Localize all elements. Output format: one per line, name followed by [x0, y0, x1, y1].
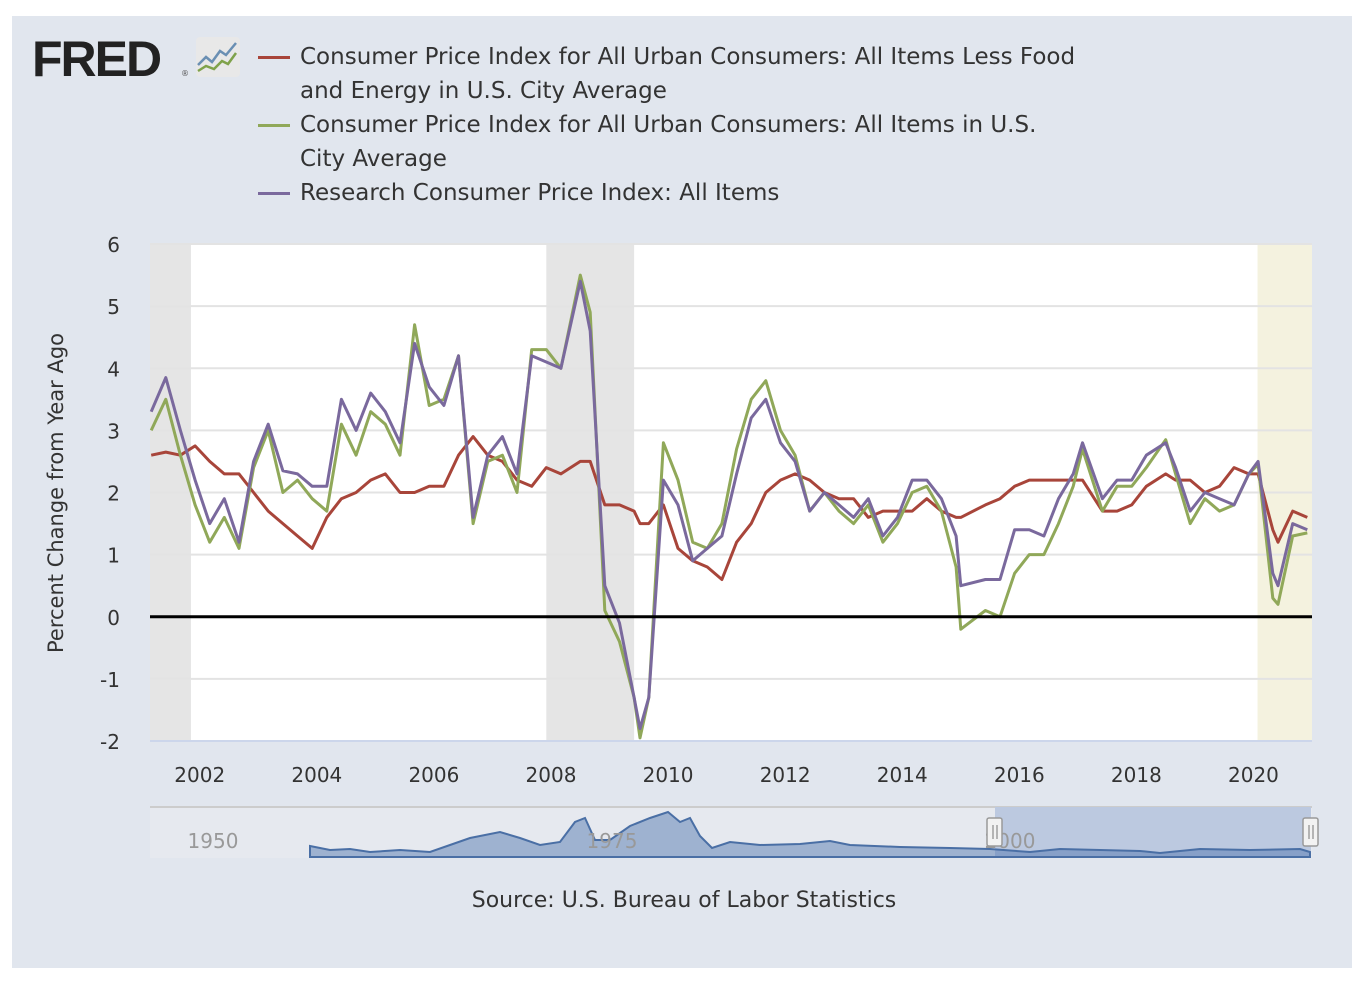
legend-label: Consumer Price Index for All Urban Consu…	[300, 112, 1037, 172]
legend-swatch	[258, 124, 290, 127]
legend-label: Consumer Price Index for All Urban Consu…	[300, 44, 1076, 104]
y-tick-label: 2	[107, 482, 120, 506]
y-tick-label: 5	[107, 295, 120, 319]
navigator-year-label: 1975	[587, 829, 638, 853]
source-note: Source: U.S. Bureau of Labor Statistics	[471, 888, 897, 913]
navigator-selected-range	[995, 807, 1311, 857]
y-axis-title: Percent Change from Year Ago	[44, 333, 68, 653]
x-tick-label: 2010	[643, 763, 694, 787]
x-tick-label: 2016	[994, 763, 1045, 787]
x-tick-label: 2004	[291, 763, 342, 787]
legend-swatch	[258, 192, 290, 195]
legend-item-core-cpi[interactable]: Consumer Price Index for All Urban Consu…	[258, 40, 1078, 108]
navigator-year-label: 1950	[188, 829, 239, 853]
legend-item-research-cpi[interactable]: Research Consumer Price Index: All Items	[258, 176, 1078, 210]
fred-logo[interactable]: FRED	[32, 31, 162, 87]
series-line-0	[150, 435, 1308, 581]
y-tick-label: 3	[107, 419, 120, 443]
registered-mark: ®	[181, 69, 189, 78]
y-tick-label: 0	[107, 606, 120, 630]
x-tick-label: 2014	[877, 763, 928, 787]
x-tick-label: 2008	[526, 763, 577, 787]
x-tick-label: 2020	[1228, 763, 1279, 787]
legend-item-cpi-all-items[interactable]: Consumer Price Index for All Urban Consu…	[258, 108, 1078, 176]
legend-swatch	[258, 56, 290, 59]
y-tick-label: 4	[107, 357, 120, 381]
chart-logo-icon	[196, 37, 240, 77]
series-line-1	[149, 273, 1308, 740]
legend: Consumer Price Index for All Urban Consu…	[258, 40, 1078, 210]
series-line-2	[149, 279, 1308, 731]
x-tick-label: 2018	[1111, 763, 1162, 787]
y-tick-label: 6	[107, 233, 120, 257]
x-tick-label: 2002	[174, 763, 225, 787]
y-tick-label: 1	[107, 544, 120, 568]
y-tick-label: -1	[100, 668, 120, 692]
x-tick-label: 2006	[408, 763, 459, 787]
navigator-right-handle[interactable]	[1302, 817, 1319, 847]
navigator-left-handle[interactable]	[986, 817, 1003, 847]
y-tick-label: -2	[100, 730, 120, 754]
navigator-series-area	[309, 810, 1311, 858]
x-tick-label: 2012	[760, 763, 811, 787]
legend-label: Research Consumer Price Index: All Items	[300, 180, 780, 206]
